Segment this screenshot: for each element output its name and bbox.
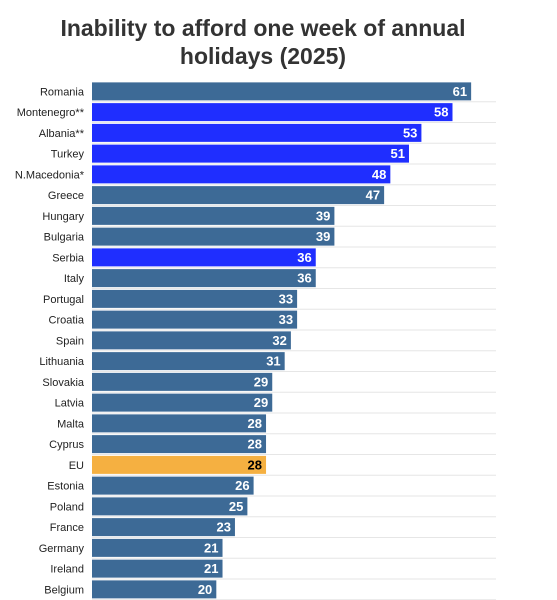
value-label: 39 (316, 229, 330, 244)
bar (92, 165, 391, 184)
category-label: France (50, 522, 84, 534)
value-label: 36 (297, 271, 311, 286)
category-label: Poland (50, 501, 84, 513)
category-label: Bulgaria (44, 232, 85, 244)
value-label: 28 (248, 437, 262, 452)
bar (92, 393, 273, 412)
bar (92, 144, 409, 163)
category-label: Portugal (43, 294, 84, 306)
category-label: Spain (56, 335, 84, 347)
value-label: 32 (272, 333, 286, 348)
category-label: Estonia (47, 481, 85, 493)
category-label: Germany (39, 543, 85, 555)
bar (92, 414, 267, 433)
bar (92, 331, 291, 350)
value-label: 58 (434, 105, 448, 120)
category-label: Croatia (49, 315, 85, 327)
bar (92, 518, 235, 537)
bar (92, 559, 223, 578)
category-label: Romania (40, 86, 85, 98)
bar (92, 310, 298, 329)
value-label: 28 (248, 457, 262, 472)
value-label: 26 (235, 478, 249, 493)
value-label: 20 (198, 582, 212, 597)
category-label: Greece (48, 190, 84, 202)
bar (92, 248, 316, 267)
value-label: 21 (204, 540, 218, 555)
bar (92, 497, 248, 516)
value-label: 28 (248, 416, 262, 431)
bar (92, 435, 267, 454)
category-label: Turkey (51, 149, 85, 161)
bar (92, 372, 273, 391)
category-label: Slovakia (42, 377, 84, 389)
value-label: 51 (391, 146, 405, 161)
value-label: 29 (254, 374, 268, 389)
category-label: Latvia (55, 398, 85, 410)
value-label: 61 (453, 84, 467, 99)
chart-title: Inability to afford one week of annual h… (60, 15, 466, 69)
value-label: 53 (403, 125, 417, 140)
category-label: Serbia (52, 252, 85, 264)
value-label: 21 (204, 561, 218, 576)
bar (92, 538, 223, 557)
category-label: Cyprus (49, 439, 84, 451)
category-label: Lithuania (39, 356, 85, 368)
category-label: Montenegro** (17, 107, 85, 119)
bar (92, 123, 422, 142)
bar (92, 269, 316, 288)
bar (92, 103, 453, 122)
category-label: Italy (64, 273, 85, 285)
bar (92, 580, 217, 599)
bar (92, 455, 267, 474)
category-label: Belgium (44, 584, 84, 596)
bar (92, 289, 298, 308)
value-label: 39 (316, 208, 330, 223)
value-label: 47 (366, 188, 380, 203)
value-label: 25 (229, 499, 243, 514)
value-label: 36 (297, 250, 311, 265)
bar (92, 476, 254, 495)
value-label: 31 (266, 354, 280, 369)
category-label: Malta (57, 418, 85, 430)
bar (92, 206, 335, 225)
bar (92, 186, 385, 205)
value-label: 48 (372, 167, 386, 182)
category-label: EU (69, 460, 84, 472)
category-label: Hungary (42, 211, 84, 223)
value-label: 23 (216, 520, 230, 535)
value-label: 33 (279, 291, 293, 306)
bar (92, 227, 335, 246)
category-label: Albania** (39, 128, 85, 140)
category-label: N.Macedonia* (15, 169, 85, 181)
category-label: Ireland (50, 564, 84, 576)
value-label: 33 (279, 312, 293, 327)
bar (92, 352, 285, 371)
bar (92, 82, 472, 101)
value-label: 29 (254, 395, 268, 410)
